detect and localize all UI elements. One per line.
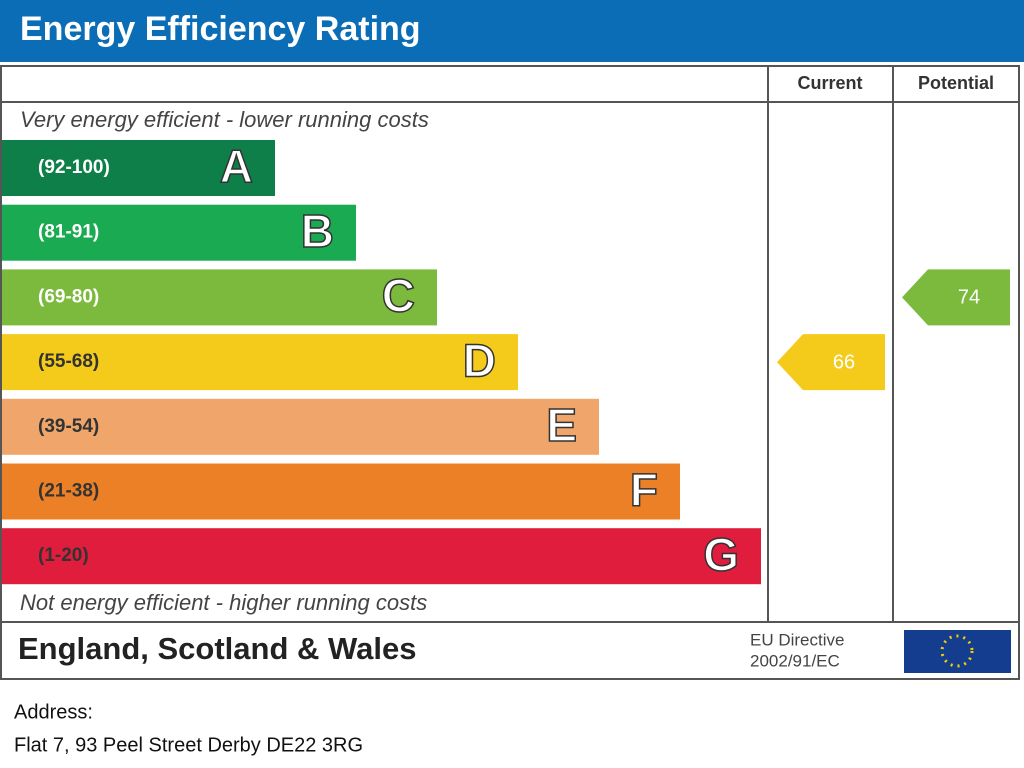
band-letter: A [220, 140, 253, 192]
band-range: (39-54) [38, 416, 99, 437]
region: England, Scotland & Wales [18, 631, 416, 666]
band-bar [2, 398, 599, 455]
band-letter: G [703, 528, 739, 580]
band-letter: B [301, 205, 334, 257]
band-range: (1-20) [38, 545, 89, 566]
address: Flat 7, 93 Peel Street Derby DE22 3RG [14, 734, 363, 756]
current-value: 66 [833, 351, 855, 373]
title-bar [0, 0, 1024, 62]
band-letter: C [382, 270, 415, 322]
bottom-note: Not energy efficient - higher running co… [20, 590, 427, 615]
band-range: (81-91) [38, 222, 99, 243]
potential-arrow [902, 269, 1010, 326]
band-range: (55-68) [38, 351, 99, 372]
directive: 2002/91/EC [750, 651, 840, 670]
band-range: (21-38) [38, 481, 99, 502]
band-letter: F [630, 464, 658, 516]
band-bar [2, 269, 437, 326]
potential-header: Potential [918, 73, 994, 93]
band-bar [2, 140, 275, 196]
eu-flag [904, 630, 1011, 673]
band-bar [2, 334, 518, 391]
current-arrow [777, 334, 885, 391]
band-bar [2, 463, 680, 520]
band-range: (92-100) [38, 157, 110, 178]
band-range: (69-80) [38, 286, 99, 307]
top-note: Very energy efficient - lower running co… [20, 107, 429, 132]
frame [0, 65, 1020, 680]
directive: EU Directive [750, 630, 844, 649]
potential-value: 74 [958, 287, 980, 309]
band-bar [2, 204, 356, 261]
current-header: Current [797, 73, 862, 93]
address-label: Address: [14, 701, 93, 723]
band-bar [2, 528, 761, 585]
band-letter: E [546, 399, 577, 451]
band-letter: D [463, 334, 496, 386]
title: Energy Efficiency Rating [20, 10, 421, 48]
